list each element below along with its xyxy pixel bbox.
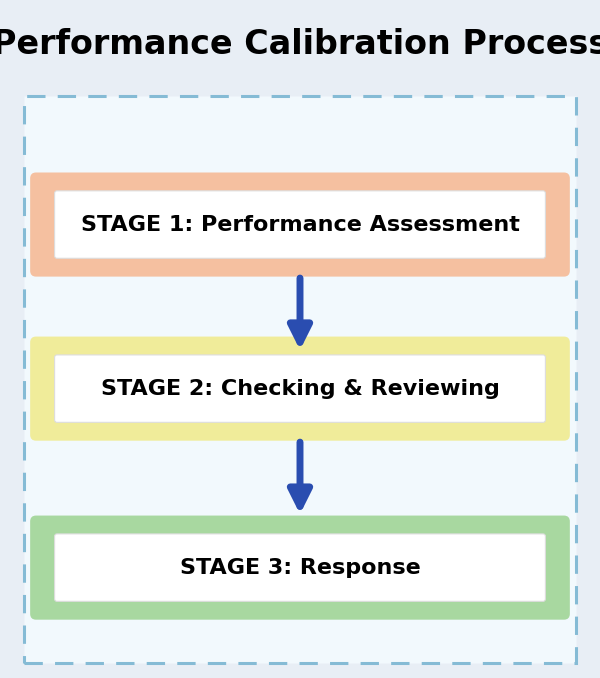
FancyBboxPatch shape [31, 517, 569, 618]
FancyBboxPatch shape [31, 174, 569, 275]
Text: STAGE 3: Response: STAGE 3: Response [179, 557, 421, 578]
FancyBboxPatch shape [24, 96, 576, 663]
FancyBboxPatch shape [55, 191, 545, 258]
FancyBboxPatch shape [31, 338, 569, 439]
Text: Performance Calibration Process: Performance Calibration Process [0, 28, 600, 61]
Text: STAGE 1: Performance Assessment: STAGE 1: Performance Assessment [80, 214, 520, 235]
FancyBboxPatch shape [55, 534, 545, 601]
Text: STAGE 2: Checking & Reviewing: STAGE 2: Checking & Reviewing [101, 378, 499, 399]
FancyBboxPatch shape [55, 355, 545, 422]
